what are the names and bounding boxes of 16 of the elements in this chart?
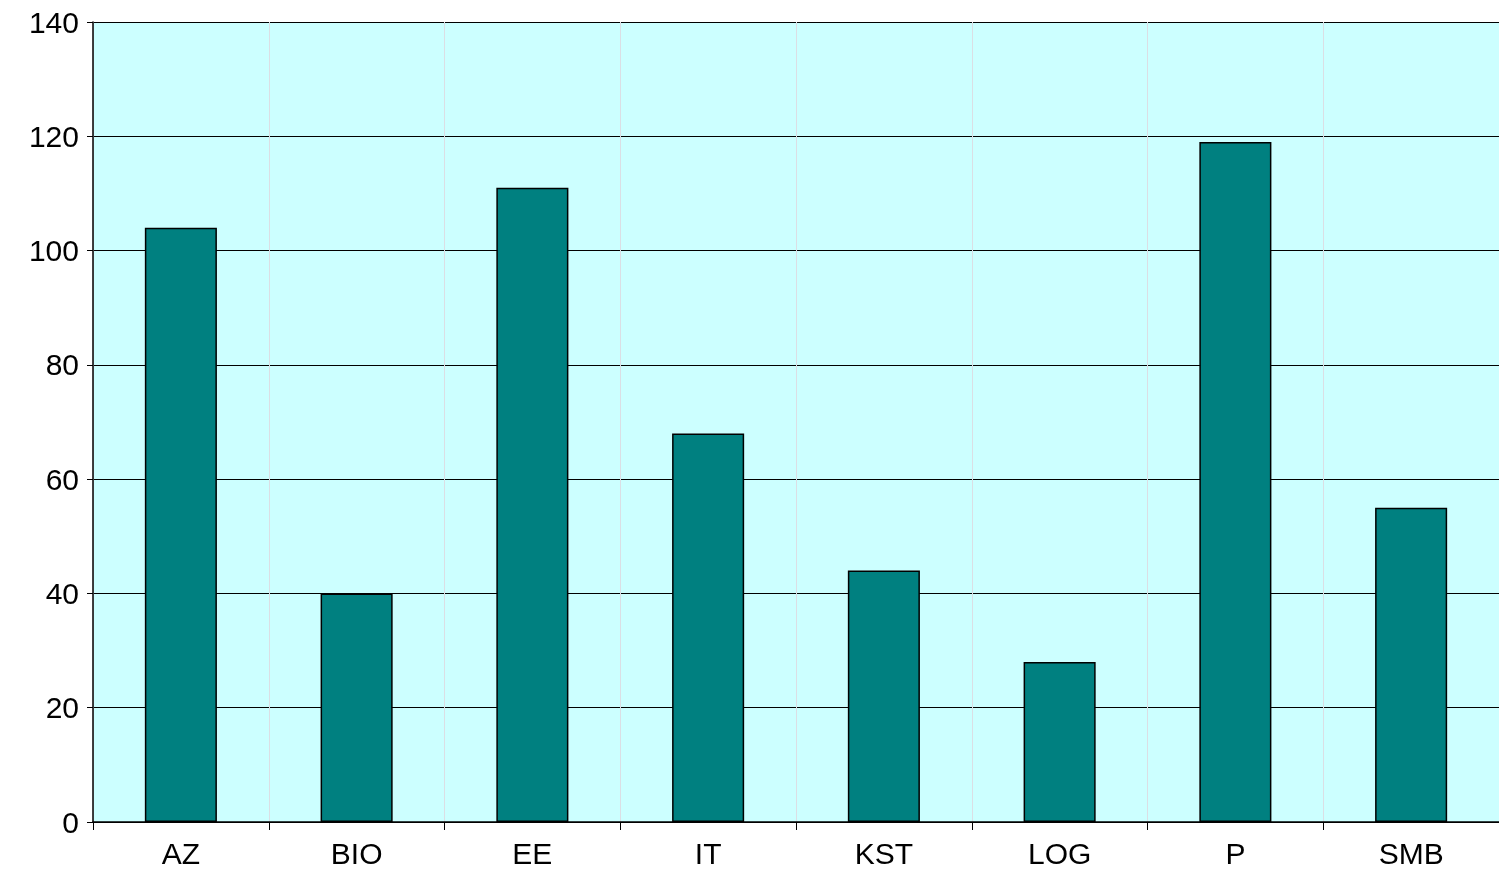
y-tick-label: 60 <box>45 462 79 496</box>
y-tick-label: 120 <box>28 119 79 153</box>
x-tick-label: P <box>1225 836 1246 870</box>
y-tick-label: 140 <box>28 5 79 39</box>
y-tick-label: 80 <box>45 348 79 382</box>
y-tick-label: 40 <box>45 576 79 610</box>
y-tick-label: 0 <box>62 805 79 839</box>
x-tick-label: AZ <box>161 836 201 870</box>
x-tick-label: SMB <box>1378 836 1444 870</box>
x-tick-label: BIO <box>330 836 383 870</box>
x-tick-label: LOG <box>1027 836 1092 870</box>
x-tick-label: IT <box>694 836 722 870</box>
x-tick-label: EE <box>512 836 553 870</box>
y-tick-label: 100 <box>28 234 79 268</box>
y-tick-label: 20 <box>45 691 79 725</box>
x-tick-label: KST <box>854 836 914 870</box>
